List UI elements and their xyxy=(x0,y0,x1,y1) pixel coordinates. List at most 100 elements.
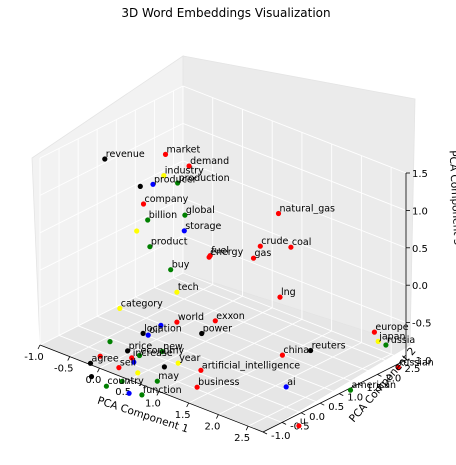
point-label: russian xyxy=(399,358,433,369)
data-point xyxy=(159,348,165,355)
data-point xyxy=(308,347,314,354)
grid-lines xyxy=(39,85,407,433)
data-point xyxy=(136,352,143,359)
x-axis-line xyxy=(39,344,264,433)
data-point xyxy=(126,390,132,396)
grid-line xyxy=(39,272,184,346)
x-tick-label: 2.0 xyxy=(204,422,220,433)
grid-line xyxy=(158,318,303,392)
grid-line xyxy=(58,334,283,423)
data-point xyxy=(383,342,389,348)
data-point xyxy=(129,355,135,361)
data-point xyxy=(158,322,164,328)
data-point xyxy=(174,319,180,325)
data-point xyxy=(395,365,401,371)
point-label: increase xyxy=(133,348,173,359)
grid-line xyxy=(39,197,184,271)
y-tick-mark xyxy=(320,402,325,406)
point-label: buy xyxy=(172,260,190,271)
data-point xyxy=(212,318,218,324)
y-tick-label: 0.5 xyxy=(328,402,344,413)
point-label: china xyxy=(283,345,309,356)
point-label: country xyxy=(107,376,144,387)
point-label: u xyxy=(300,416,306,427)
grid-line xyxy=(247,353,392,427)
y-tick-mark xyxy=(281,422,287,425)
x-tick-mark xyxy=(97,368,100,373)
y-tick-mark xyxy=(377,374,382,377)
point-label: billion xyxy=(149,210,177,221)
point-label: gas xyxy=(255,248,272,259)
data-point xyxy=(347,387,354,393)
point-label: year xyxy=(179,353,200,364)
data-point xyxy=(371,329,377,335)
point-label: may xyxy=(158,371,179,382)
data-point xyxy=(199,330,205,337)
y-tick-mark xyxy=(300,412,306,416)
z-tick-label: 1.0 xyxy=(412,206,428,217)
chart-title: 3D Word Embeddings Visualization xyxy=(121,6,330,20)
data-point xyxy=(140,201,147,207)
grid-line xyxy=(173,277,397,366)
y-tick-label: 1.0 xyxy=(347,393,363,404)
data-point xyxy=(277,294,283,300)
x-tick-label: -1.0 xyxy=(24,352,44,363)
data-point xyxy=(162,151,169,157)
data-point xyxy=(161,173,167,179)
data-point xyxy=(117,305,123,311)
data-point xyxy=(194,384,200,390)
data-point xyxy=(375,338,381,344)
point-label: japan xyxy=(378,331,405,342)
data-point xyxy=(181,228,187,234)
point-label: american xyxy=(352,380,397,391)
x-tick-mark xyxy=(216,414,219,419)
data-point xyxy=(257,243,263,249)
data-point xyxy=(125,348,131,354)
point-label: power xyxy=(203,324,232,335)
data-point xyxy=(175,180,181,186)
x-tick-label: 1.0 xyxy=(145,398,161,409)
point-label: crude xyxy=(261,236,288,247)
point-label: reuters xyxy=(312,341,346,352)
grid-line xyxy=(182,272,407,361)
point-label: market xyxy=(167,144,201,155)
point-label: category xyxy=(121,298,163,309)
point-label: world xyxy=(178,312,204,323)
point-labels: marketdemandrevenueindustryproductionpro… xyxy=(92,144,434,426)
data-point xyxy=(88,374,95,380)
point-label: energy xyxy=(210,247,243,258)
grid-line xyxy=(77,325,302,414)
x-tick-label: 1.5 xyxy=(175,410,191,421)
data-point xyxy=(283,384,289,390)
z-tick-label: 0.5 xyxy=(412,244,428,255)
data-point xyxy=(175,360,181,366)
data-point xyxy=(288,244,294,250)
data-point xyxy=(134,228,140,234)
grid-line xyxy=(154,286,378,375)
data-point xyxy=(87,360,94,366)
point-label: agree xyxy=(92,353,119,364)
point-label: fuel xyxy=(211,246,229,257)
data-point xyxy=(182,212,188,218)
data-point xyxy=(250,255,257,261)
grid-line xyxy=(135,296,359,385)
point-label: russia xyxy=(387,335,415,346)
grid-line xyxy=(39,85,184,159)
grid-line xyxy=(182,160,407,249)
x-tick-mark xyxy=(126,379,130,384)
data-point xyxy=(116,365,122,371)
grid-line xyxy=(182,197,407,286)
data-point xyxy=(145,332,151,338)
x-tick-label: -0.5 xyxy=(54,364,74,375)
data-point xyxy=(296,423,302,429)
data-point xyxy=(102,156,108,162)
grid-line xyxy=(99,295,243,369)
x-tick-mark xyxy=(37,344,41,350)
point-label: artificial_intelligence xyxy=(202,360,300,371)
point-label: europe xyxy=(375,322,408,333)
point-label: price xyxy=(129,341,153,352)
grid-line xyxy=(188,330,332,404)
point-label: lng xyxy=(281,287,296,298)
x-tick-mark xyxy=(186,402,190,408)
data-point xyxy=(174,289,180,295)
